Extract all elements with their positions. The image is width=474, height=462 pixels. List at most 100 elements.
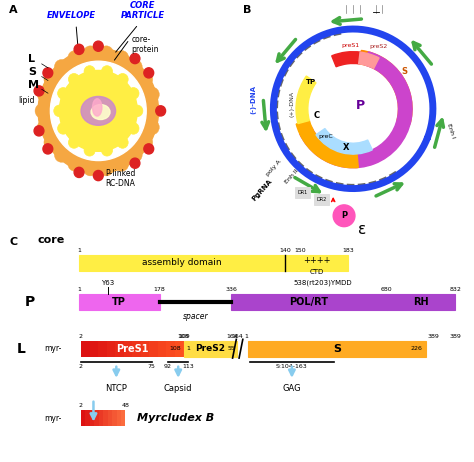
Circle shape xyxy=(37,87,52,102)
Circle shape xyxy=(101,66,112,77)
Text: P: P xyxy=(341,211,347,220)
Circle shape xyxy=(128,88,139,99)
Text: 48: 48 xyxy=(121,403,129,408)
Wedge shape xyxy=(359,50,412,124)
Text: 1: 1 xyxy=(77,287,81,292)
FancyBboxPatch shape xyxy=(285,255,348,271)
Circle shape xyxy=(117,73,128,85)
Text: P-linked
RC-DNA: P-linked RC-DNA xyxy=(105,169,136,188)
Circle shape xyxy=(68,73,80,85)
Ellipse shape xyxy=(92,99,102,116)
FancyBboxPatch shape xyxy=(99,410,103,426)
Circle shape xyxy=(130,54,140,64)
FancyBboxPatch shape xyxy=(132,341,141,357)
FancyBboxPatch shape xyxy=(295,187,310,198)
Text: 183: 183 xyxy=(343,248,355,253)
Text: Enh II: Enh II xyxy=(284,169,299,185)
FancyBboxPatch shape xyxy=(107,341,115,357)
Text: preS2: preS2 xyxy=(369,44,388,49)
Text: P: P xyxy=(356,99,365,112)
Text: L: L xyxy=(28,55,35,64)
Text: poly A: poly A xyxy=(265,159,282,176)
Text: S:104-163: S:104-163 xyxy=(276,364,308,369)
Text: 109: 109 xyxy=(179,334,191,339)
Circle shape xyxy=(115,157,129,171)
Circle shape xyxy=(101,145,112,156)
Text: core: core xyxy=(37,235,65,245)
FancyBboxPatch shape xyxy=(98,341,107,357)
Text: 1: 1 xyxy=(186,346,190,351)
Text: 832: 832 xyxy=(449,287,461,292)
Circle shape xyxy=(58,88,69,99)
Circle shape xyxy=(68,137,80,148)
Text: assembly domain: assembly domain xyxy=(142,258,222,267)
Text: X: X xyxy=(343,144,349,152)
FancyBboxPatch shape xyxy=(231,294,387,310)
Circle shape xyxy=(147,103,162,118)
Text: Enh I: Enh I xyxy=(446,123,456,140)
Circle shape xyxy=(55,147,69,162)
Text: 150: 150 xyxy=(294,248,306,253)
Text: S: S xyxy=(401,67,407,76)
Circle shape xyxy=(44,135,58,150)
Circle shape xyxy=(35,103,49,118)
Circle shape xyxy=(93,41,103,51)
Text: 75: 75 xyxy=(148,364,155,369)
Text: preC: preC xyxy=(319,134,333,139)
Text: 538(rt203)YMDD: 538(rt203)YMDD xyxy=(293,279,352,286)
Text: 178: 178 xyxy=(154,287,165,292)
Text: 1: 1 xyxy=(244,334,248,339)
Circle shape xyxy=(128,60,142,74)
Circle shape xyxy=(54,105,65,116)
Text: PreS1: PreS1 xyxy=(116,344,148,354)
Circle shape xyxy=(50,61,146,161)
FancyBboxPatch shape xyxy=(79,294,160,310)
Text: 113: 113 xyxy=(182,364,194,369)
Text: ++++: ++++ xyxy=(303,256,330,265)
Text: RH: RH xyxy=(413,297,429,307)
FancyBboxPatch shape xyxy=(90,410,94,426)
Text: 2: 2 xyxy=(79,334,83,339)
Circle shape xyxy=(145,87,159,102)
Text: ENVELOPE: ENVELOPE xyxy=(47,12,96,20)
FancyBboxPatch shape xyxy=(121,410,126,426)
Text: myr-: myr- xyxy=(44,413,62,423)
Text: (-)-DNA: (-)-DNA xyxy=(250,85,256,114)
Text: 108: 108 xyxy=(178,334,189,339)
FancyBboxPatch shape xyxy=(94,410,99,426)
Circle shape xyxy=(128,122,139,134)
Text: (+)-DNA: (+)-DNA xyxy=(290,91,295,117)
FancyBboxPatch shape xyxy=(115,341,124,357)
Text: 2: 2 xyxy=(79,364,83,369)
Wedge shape xyxy=(296,121,358,168)
Text: 389: 389 xyxy=(428,334,440,339)
Text: PgRNA: PgRNA xyxy=(251,178,273,202)
Circle shape xyxy=(58,122,69,134)
Circle shape xyxy=(68,157,82,171)
Text: 92: 92 xyxy=(164,364,172,369)
FancyBboxPatch shape xyxy=(314,194,328,205)
Circle shape xyxy=(84,66,95,77)
Text: POL/RT: POL/RT xyxy=(289,297,328,307)
Circle shape xyxy=(128,147,142,162)
Text: PreS2: PreS2 xyxy=(196,344,226,353)
Circle shape xyxy=(117,137,128,148)
Circle shape xyxy=(37,120,52,134)
Circle shape xyxy=(55,60,69,74)
Circle shape xyxy=(156,106,165,116)
FancyBboxPatch shape xyxy=(79,255,285,271)
FancyBboxPatch shape xyxy=(141,341,149,357)
Text: core-
protein: core- protein xyxy=(132,35,159,54)
Wedge shape xyxy=(332,52,361,67)
Text: Capsid: Capsid xyxy=(164,384,192,393)
FancyBboxPatch shape xyxy=(149,341,158,357)
Circle shape xyxy=(333,205,355,227)
Circle shape xyxy=(115,50,129,65)
FancyBboxPatch shape xyxy=(108,410,112,426)
Text: S: S xyxy=(333,344,341,354)
Circle shape xyxy=(59,70,137,152)
Text: DR1: DR1 xyxy=(297,190,308,195)
FancyBboxPatch shape xyxy=(81,341,90,357)
Wedge shape xyxy=(300,52,412,168)
Circle shape xyxy=(130,158,140,168)
